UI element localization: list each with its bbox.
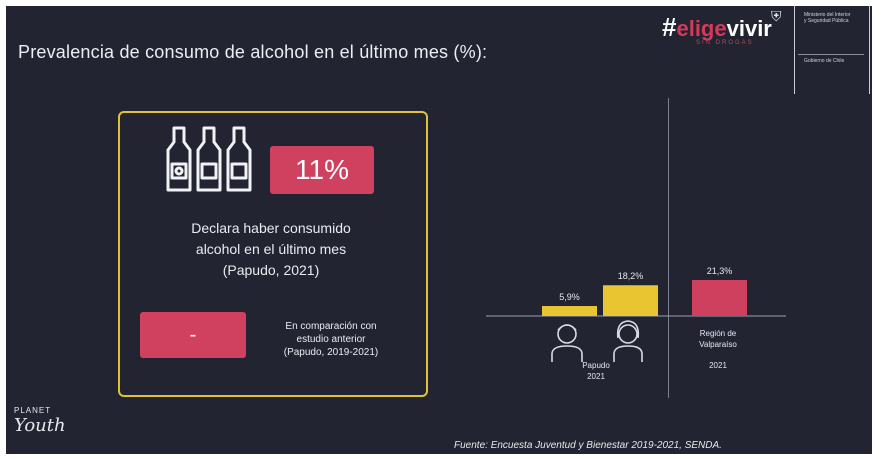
- gov-footer: Gobierno de Chile: [804, 58, 845, 64]
- ministry-name: Ministerio del Interior y Seguridad Públ…: [804, 12, 851, 24]
- description-line: (Papudo, 2021): [222, 262, 320, 278]
- bar-1: [603, 285, 658, 316]
- compare-line: En comparación con: [285, 321, 377, 332]
- government-panel: [794, 6, 870, 94]
- logo-top-text: PLANET: [14, 406, 52, 415]
- group-label-papudo-year: 2021: [587, 372, 605, 381]
- slide-title: Prevalencia de consumo de alcohol en el …: [18, 42, 488, 62]
- bar-value-label-1: 18,2%: [618, 271, 644, 281]
- vertical-divider: [668, 98, 669, 398]
- bar-value-label-0: 5,9%: [559, 292, 580, 302]
- comparison-text: En comparación con estudio anterior (Pap…: [256, 320, 406, 359]
- female-person-icon: [613, 320, 643, 362]
- bar-value-label-2: 21,3%: [707, 266, 733, 276]
- brand-hash: #: [662, 12, 677, 42]
- bar-2: [692, 280, 747, 316]
- brand-logo: #eligevivir: [662, 12, 772, 43]
- change-badge: -: [140, 312, 246, 358]
- summary-panel: [118, 111, 428, 397]
- compare-line: (Papudo, 2019-2021): [283, 347, 379, 358]
- description-line: alcohol en el último mes: [195, 241, 347, 257]
- male-person-icon: [551, 324, 583, 362]
- brand-elige: elige: [676, 16, 727, 41]
- brand-tagline: SIN DROGAS: [696, 40, 754, 46]
- group-label-region: Región de: [700, 329, 737, 338]
- prevalence-bar-chart: 5,9% 18,2% 21,3% Papudo 2021 Región de Val…: [486, 266, 786, 381]
- bar-0: [542, 306, 597, 316]
- bottles-icon: [166, 126, 252, 192]
- logo-bottom-text: Youth: [14, 415, 66, 436]
- brand-vivir: vivir: [726, 16, 772, 41]
- group-label-region-year: 2021: [709, 361, 727, 370]
- group-label-papudo: Papudo: [582, 361, 610, 370]
- gov-divider: [798, 54, 864, 55]
- percentage-badge: 11%: [270, 146, 374, 194]
- percentage-description: Declara haber consumido alcohol en el úl…: [146, 218, 396, 281]
- compare-line: estudio anterior: [296, 334, 366, 345]
- planet-youth-logo: PLANET Youth: [14, 406, 66, 436]
- slide: Prevalencia de consumo de alcohol en el …: [6, 6, 872, 454]
- description-line: Declara haber consumido: [191, 220, 351, 236]
- group-label-region-name: Valparaíso: [699, 340, 737, 349]
- source-note: Fuente: Encuesta Juventud y Bienestar 20…: [454, 440, 722, 451]
- coat-of-arms-icon: ⛨: [771, 8, 782, 24]
